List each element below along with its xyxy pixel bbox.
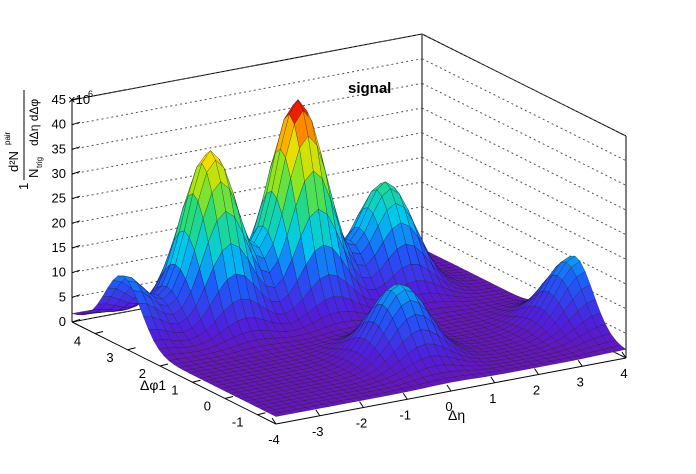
z-tick-label: 25	[52, 191, 66, 206]
x-tick-label: -3	[312, 424, 324, 439]
x-tick-label: 0	[445, 399, 452, 414]
z-title-frac-bottom: N	[26, 169, 41, 178]
z-tick-label: 15	[52, 240, 66, 255]
x-axis-title: Δη	[448, 407, 465, 423]
z-title-numerator: 1	[16, 183, 31, 190]
x-tick-label: -4	[268, 432, 280, 447]
z-tick-label: 10	[52, 265, 66, 280]
x-tick-label: -2	[356, 416, 368, 431]
z-exponent: ×10 6	[68, 89, 93, 107]
z-tick-label: 40	[52, 117, 66, 132]
z-title-frac-bottom-sub: trig	[35, 157, 44, 168]
y-tick-label: -1	[232, 415, 244, 430]
surface-mesh	[71, 99, 627, 417]
x-tick-label: 4	[620, 366, 627, 381]
z-title-frac-bottom-rest: dΔη dΔφ	[27, 99, 41, 146]
y-tick-label: 3	[106, 350, 113, 365]
z-tick-label: 0	[59, 314, 66, 329]
z-tick-label: 5	[59, 289, 66, 304]
x-tick-label: -1	[399, 407, 411, 422]
x-tick-label: 2	[533, 383, 540, 398]
y-tick-label: 4	[74, 334, 81, 349]
y-tick-label: 2	[139, 366, 146, 381]
z-tick-label: 35	[52, 141, 66, 156]
z-exponent-power: 6	[88, 89, 93, 99]
x-tick-label: 1	[489, 391, 496, 406]
tick-marks: 0 5 10 15 20 25 30 35 40 45 -4 -3 -2 -1 0 1 2 3 4 -1 0 1 2 3 4	[52, 92, 628, 447]
y-tick-label: 1	[171, 382, 178, 397]
z-tick-label: 30	[52, 166, 66, 181]
z-axis-title: 1 d²N pair N trig dΔη dΔφ	[3, 90, 44, 190]
z-title-frac-top-sup: pair	[3, 131, 12, 145]
z-exponent-base: ×10	[68, 92, 90, 107]
plot-title: signal	[348, 80, 391, 97]
y-axis-title: Δφ1	[140, 377, 166, 393]
z-title-frac-top: d²N	[6, 151, 21, 172]
y-tick-label: 0	[204, 399, 211, 414]
z-tick-label: 45	[52, 92, 66, 107]
z-tick-label: 20	[52, 215, 66, 230]
x-tick-label: 3	[577, 374, 584, 389]
surface-cell	[611, 345, 627, 352]
